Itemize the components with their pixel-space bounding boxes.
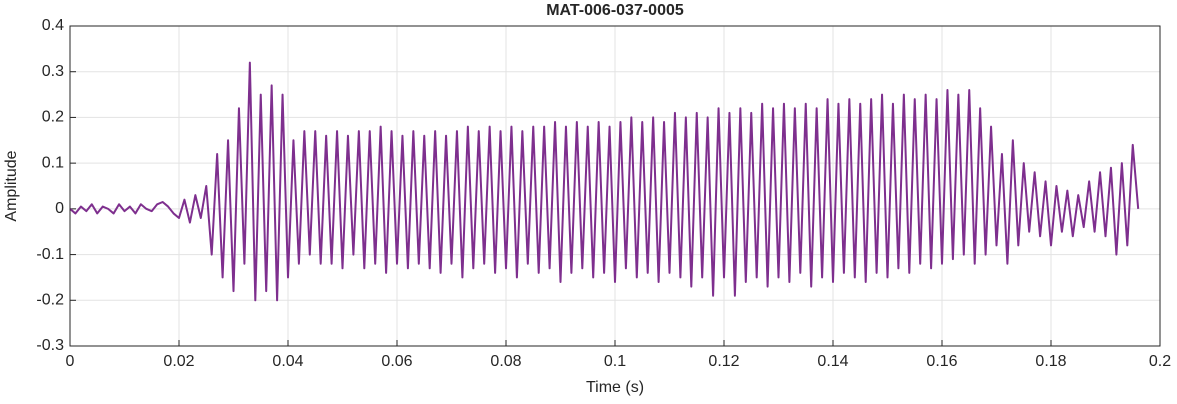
x-tick-label: 0.14	[817, 353, 848, 370]
x-tick-label: 0.12	[708, 353, 739, 370]
x-tick-label: 0.04	[272, 353, 303, 370]
y-tick-label: -0.2	[36, 292, 64, 309]
x-tick-label: 0.18	[1035, 353, 1066, 370]
waveform-line	[69, 61, 1140, 302]
y-tick-label: -0.1	[36, 246, 64, 263]
y-tick-label: 0.2	[42, 109, 64, 126]
x-axis-label: Time (s)	[586, 379, 644, 396]
y-tick-label: -0.3	[36, 337, 64, 354]
y-tick-label: 0.4	[42, 17, 64, 34]
y-tick-label: 0.3	[42, 63, 64, 80]
x-tick-label: 0.16	[926, 353, 957, 370]
x-tick-label: 0.1	[604, 353, 626, 370]
chart-title: MAT-006-037-0005	[546, 2, 684, 19]
y-axis-label: Amplitude	[3, 150, 20, 221]
x-tick-label: 0.02	[163, 353, 194, 370]
x-tick-label: 0.2	[1149, 353, 1171, 370]
plot-box	[69, 25, 1161, 347]
x-tick-label: 0.08	[490, 353, 521, 370]
y-tick-label: 0.1	[42, 154, 64, 171]
x-tick-label: 0	[66, 353, 75, 370]
x-tick-label: 0.06	[381, 353, 412, 370]
y-tick-label: 0	[55, 200, 64, 217]
